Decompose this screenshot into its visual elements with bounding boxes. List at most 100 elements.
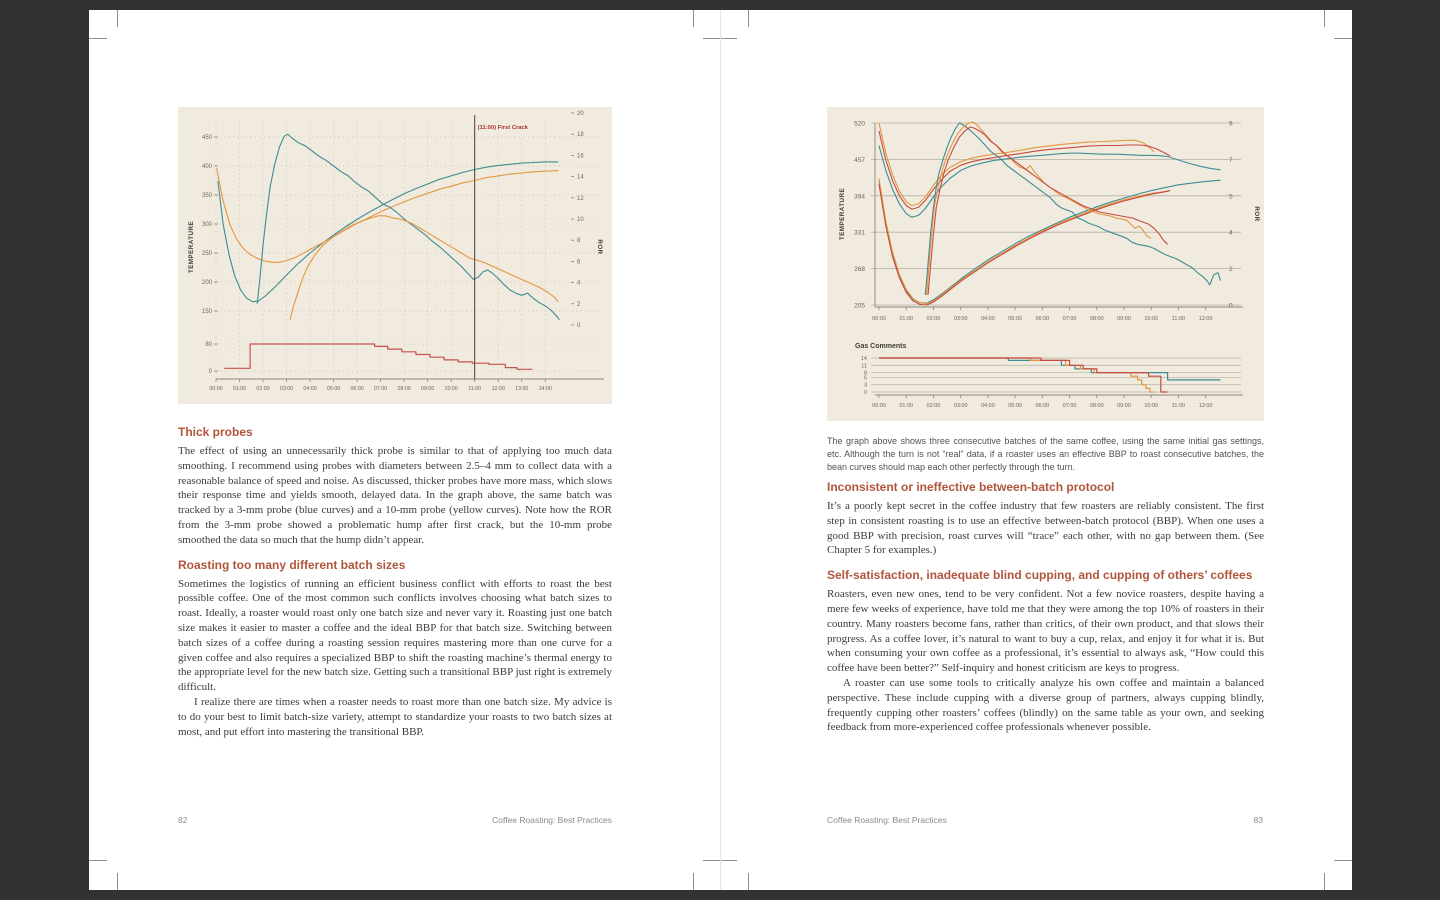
svg-text:02:00: 02:00 — [256, 386, 269, 392]
svg-text:04:00: 04:00 — [981, 403, 995, 409]
svg-text:457: 457 — [854, 157, 865, 164]
crop-mark — [693, 873, 694, 890]
svg-text:14: 14 — [577, 175, 584, 181]
figure-caption: The graph above shows three consecutive … — [827, 436, 1264, 472]
svg-text:8: 8 — [577, 238, 581, 244]
svg-text:12: 12 — [577, 196, 584, 202]
paragraph: A roaster can use some tools to critical… — [827, 676, 1264, 734]
svg-text:07:00: 07:00 — [374, 386, 387, 392]
svg-text:12:00: 12:00 — [492, 386, 505, 392]
chart-right-main-svg: 520 457 394 331 268 205 9 7 5 4 2 0 00:00 01:00 02:00 0… — [839, 121, 1260, 323]
crop-mark — [89, 860, 107, 861]
svg-text:2: 2 — [1229, 266, 1233, 273]
svg-text:18: 18 — [577, 132, 584, 138]
svg-text:11:00: 11:00 — [1172, 403, 1185, 409]
crop-mark — [748, 873, 749, 890]
svg-text:00:00: 00:00 — [872, 316, 886, 322]
running-title: Coffee Roasting: Best Practices — [492, 815, 612, 825]
svg-text:80: 80 — [205, 342, 212, 348]
svg-text:0: 0 — [577, 323, 581, 329]
svg-text:03:00: 03:00 — [954, 316, 968, 322]
svg-text:20: 20 — [577, 111, 584, 117]
roast-graph-thick-probes: 00:00 01:00 02:00 03:00 04:00 05:00 06:00 07:00… — [178, 107, 612, 404]
crop-mark — [1334, 38, 1352, 39]
page-spine-divider — [720, 10, 721, 890]
svg-text:09:00: 09:00 — [1117, 403, 1131, 409]
svg-text:08:00: 08:00 — [1090, 403, 1104, 409]
crop-mark — [1324, 873, 1325, 890]
svg-text:0: 0 — [864, 390, 867, 396]
svg-text:TEMPERATURE: TEMPERATURE — [188, 221, 195, 273]
svg-text:05:00: 05:00 — [327, 386, 340, 392]
svg-text:09:00: 09:00 — [1117, 316, 1131, 322]
crop-mark — [748, 10, 749, 27]
svg-text:10:00: 10:00 — [1144, 403, 1158, 409]
svg-text:08:00: 08:00 — [1090, 316, 1104, 322]
svg-text:3: 3 — [864, 383, 867, 389]
svg-text:300: 300 — [202, 222, 213, 228]
page-left: 00:00 01:00 02:00 03:00 04:00 05:00 06:00 07:00… — [89, 10, 720, 890]
section-heading: Self-satisfaction, inadequate blind cupp… — [827, 568, 1253, 583]
crop-mark — [117, 873, 118, 890]
crop-mark — [89, 38, 107, 39]
section-heading: Thick probes — [178, 425, 253, 439]
svg-text:150: 150 — [202, 309, 213, 315]
section-heading: Inconsistent or ineffective between-batc… — [827, 480, 1115, 494]
paragraph: Roasters, even new ones, tend to be very… — [827, 588, 1264, 675]
svg-text:06:00: 06:00 — [1035, 316, 1049, 322]
paragraph: It’s a poorly kept secret in the coffee … — [827, 500, 1264, 557]
left-text-column: Thick probes The effect of using an unne… — [178, 425, 612, 739]
svg-text:6: 6 — [864, 375, 867, 381]
section-heading: Roasting too many different batch sizes — [178, 557, 406, 572]
svg-text:5: 5 — [1229, 193, 1233, 200]
svg-text:268: 268 — [854, 266, 865, 273]
svg-text:14:00: 14:00 — [539, 386, 552, 392]
svg-text:2: 2 — [577, 302, 581, 308]
svg-text:520: 520 — [854, 121, 865, 128]
svg-text:205: 205 — [854, 303, 865, 310]
svg-text:03:00: 03:00 — [280, 386, 293, 392]
svg-text:ROR: ROR — [1253, 206, 1260, 221]
svg-text:06:00: 06:00 — [350, 386, 363, 392]
page-footer: Coffee Roasting: Best Practices 83 — [721, 815, 1352, 825]
right-text-column: Inconsistent or ineffective between-batc… — [827, 480, 1264, 735]
svg-text:00:00: 00:00 — [872, 403, 886, 409]
svg-text:450: 450 — [202, 135, 213, 141]
svg-text:08:00: 08:00 — [398, 386, 411, 392]
svg-text:05:00: 05:00 — [1008, 316, 1022, 322]
svg-text:331: 331 — [854, 230, 865, 237]
page-right: 520 457 394 331 268 205 9 7 5 4 2 0 00:00 01:00 02:00 0… — [721, 10, 1352, 890]
svg-text:07:00: 07:00 — [1063, 316, 1077, 322]
svg-text:01:00: 01:00 — [899, 403, 913, 409]
svg-text:350: 350 — [202, 193, 213, 199]
paragraph: Sometimes the logistics of running an ef… — [178, 577, 612, 694]
svg-text:11: 11 — [861, 363, 867, 369]
svg-text:(11:00) First Crack: (11:00) First Crack — [478, 125, 529, 131]
svg-text:11:00: 11:00 — [1172, 316, 1185, 322]
crop-mark — [117, 10, 118, 27]
running-title: Coffee Roasting: Best Practices — [827, 815, 947, 825]
svg-text:01:00: 01:00 — [899, 316, 913, 322]
svg-text:400: 400 — [202, 164, 213, 170]
page-number: 82 — [178, 815, 188, 825]
svg-text:200: 200 — [202, 280, 213, 286]
svg-text:4: 4 — [577, 281, 581, 287]
svg-text:6: 6 — [577, 259, 581, 265]
svg-text:ROR: ROR — [596, 239, 603, 254]
roast-graph-consecutive-batches: 520 457 394 331 268 205 9 7 5 4 2 0 00:00 01:00 02:00 0… — [827, 107, 1264, 421]
svg-text:09:00: 09:00 — [421, 386, 434, 392]
svg-text:00:00: 00:00 — [209, 386, 222, 392]
svg-text:16: 16 — [577, 153, 584, 159]
svg-text:Gas Comments: Gas Comments — [855, 343, 906, 350]
crop-mark — [1334, 860, 1352, 861]
svg-text:13:00: 13:00 — [515, 386, 528, 392]
svg-text:01:00: 01:00 — [233, 386, 246, 392]
svg-text:394: 394 — [854, 193, 865, 200]
svg-text:06:00: 06:00 — [1035, 403, 1049, 409]
crop-mark — [1324, 10, 1325, 27]
svg-text:10: 10 — [577, 217, 584, 223]
paragraph: I realize there are times when a roaster… — [178, 695, 612, 738]
svg-text:4: 4 — [1229, 230, 1233, 237]
book-spread: 00:00 01:00 02:00 03:00 04:00 05:00 06:00 07:00… — [89, 10, 1352, 890]
svg-text:04:00: 04:00 — [303, 386, 316, 392]
